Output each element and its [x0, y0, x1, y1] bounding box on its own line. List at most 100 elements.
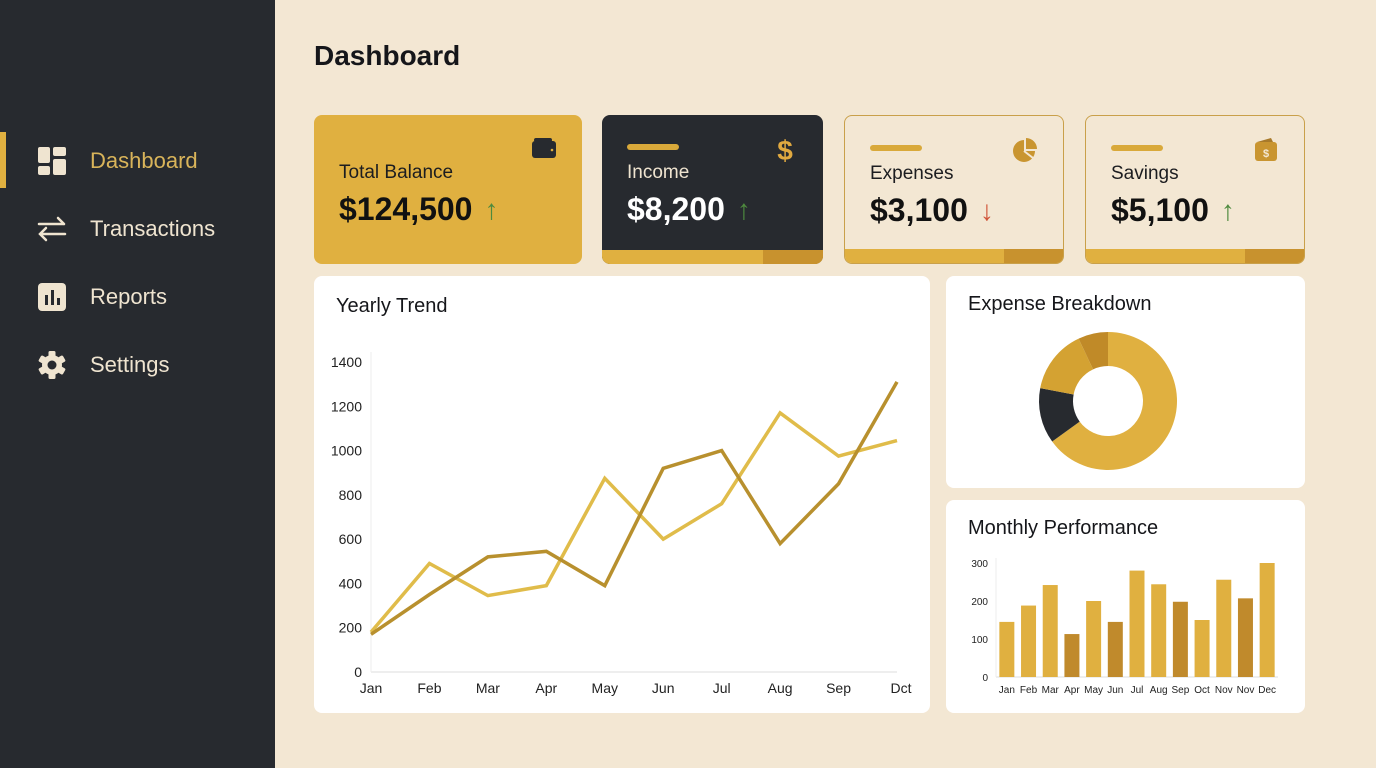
x-tick-label: Jul: [1131, 685, 1144, 696]
y-tick-label: 200: [339, 620, 363, 636]
monthly-performance-panel: Monthly Performance 0 100 200 300 Jan Feb Mar A…: [946, 500, 1305, 713]
pie-chart-icon: [1011, 136, 1039, 164]
x-tick-label: Dct: [891, 680, 912, 696]
x-tick-label: Sep: [1171, 685, 1189, 696]
arrow-up-icon: ↑: [1220, 194, 1235, 226]
sidebar-item-label: Reports: [90, 284, 168, 309]
x-tick-label: Jun: [652, 680, 675, 696]
donut-chart: [1039, 332, 1177, 470]
y-tick-label: 600: [339, 531, 363, 547]
swap-arrows-icon: [37, 214, 67, 244]
x-tick-label: Jan: [999, 685, 1015, 696]
x-tick-label: May: [592, 680, 618, 696]
line-series-2: [370, 381, 899, 636]
sidebar-item-transactions[interactable]: Transactions: [0, 204, 275, 254]
x-tick-label: Apr: [535, 680, 557, 696]
y-tick-label: 200: [971, 597, 988, 608]
sidebar-item-settings[interactable]: Settings: [0, 340, 275, 390]
money-wallet-icon: $: [1252, 136, 1280, 164]
sidebar-item-label: Transactions: [90, 216, 216, 241]
dashboard-grid-icon: [37, 146, 67, 176]
card-title: Total Balance: [339, 162, 454, 183]
bar: [1172, 601, 1188, 677]
panel-title: Monthly Performance: [968, 517, 1159, 539]
y-tick-label: 1000: [331, 443, 362, 459]
x-tick-label: Jun: [1107, 685, 1123, 696]
card-title: Income: [627, 162, 690, 183]
bar: [1129, 570, 1145, 677]
sidebar-item-dashboard[interactable]: Dashboard: [0, 136, 275, 186]
card-expenses[interactable]: Expenses $3,100 ↓: [844, 115, 1064, 264]
wallet-icon: [530, 135, 558, 163]
bar: [1042, 585, 1058, 677]
x-tick-label: Nov: [1215, 685, 1233, 696]
sidebar-item-label: Dashboard: [90, 148, 198, 173]
x-tick-label: Feb: [1020, 685, 1038, 696]
y-tick-label: 300: [971, 559, 988, 570]
x-tick-label: Mar: [1042, 685, 1060, 696]
card-footer-bar: [1086, 249, 1304, 263]
bar: [1216, 579, 1232, 677]
panel-title: Yearly Trend: [336, 295, 448, 317]
card-footer-bar: [845, 249, 1063, 263]
donut-slice: [1078, 332, 1108, 370]
bar: [1237, 598, 1253, 677]
x-tick-label: Jul: [713, 680, 731, 696]
x-tick-label: Jan: [360, 680, 383, 696]
card-title: Expenses: [870, 163, 954, 184]
y-tick-label: 1400: [331, 354, 362, 370]
x-tick-label: Sep: [826, 680, 851, 696]
card-title: Savings: [1111, 163, 1179, 184]
x-tick-label: Apr: [1064, 685, 1080, 696]
card-footer-bar: [602, 250, 823, 264]
x-tick-label: May: [1084, 685, 1103, 696]
dollar-icon: $: [777, 135, 793, 166]
gear-icon: [37, 350, 67, 380]
y-tick-label: 100: [971, 635, 988, 646]
y-tick-label: 0: [982, 673, 988, 684]
value-text: $124,500: [339, 191, 473, 227]
svg-text:$: $: [1263, 148, 1269, 160]
line-series-1: [369, 410, 898, 634]
sidebar: Dashboard Transactions Reports Settings: [0, 0, 275, 768]
card-total-balance[interactable]: Total Balance $124,500 ↑: [314, 115, 582, 264]
donut-slice: [1052, 332, 1177, 470]
donut-slice: [1040, 338, 1094, 395]
accent-dash: [627, 144, 679, 150]
bar-chart-icon: [37, 282, 67, 312]
yearly-trend-panel: Yearly Trend 0 200 400 600 800 1000 1200 1400 Ja…: [314, 276, 930, 713]
panel-title: Expense Breakdown: [968, 293, 1152, 315]
y-tick-label: 400: [339, 575, 363, 591]
card-value: $5,100 ↑: [1111, 192, 1235, 229]
x-tick-label: Mar: [476, 680, 500, 696]
donut-slice: [1039, 388, 1080, 442]
bar-chart: 0 100 200 300 Jan Feb Mar Apr May Jun Jul Aug Sep Oct…: [971, 558, 1278, 696]
x-tick-label: Dec: [1258, 685, 1276, 696]
value-text: $8,200: [627, 191, 725, 227]
arrow-down-icon: ↓: [979, 194, 994, 226]
sidebar-item-label: Settings: [90, 352, 170, 377]
bar: [1151, 584, 1167, 677]
line-chart: 0 200 400 600 800 1000 1200 1400 Jan Feb Mar Apr May…: [331, 352, 912, 696]
x-tick-label: Nov: [1237, 685, 1255, 696]
card-value: $8,200 ↑: [627, 191, 751, 228]
x-tick-label: Oct: [1194, 685, 1210, 696]
accent-dash: [1111, 145, 1163, 151]
arrow-up-icon: ↑: [484, 193, 499, 225]
bar: [1064, 634, 1080, 677]
bar: [1194, 620, 1210, 677]
arrow-up-icon: ↑: [736, 193, 751, 225]
bar: [1021, 605, 1037, 677]
bar: [1107, 621, 1123, 677]
expense-breakdown-panel: Expense Breakdown: [946, 276, 1305, 488]
card-value: $124,500 ↑: [339, 191, 498, 228]
accent-dash: [870, 145, 922, 151]
y-tick-label: 1200: [331, 398, 362, 414]
card-income[interactable]: $ Income $8,200 ↑: [602, 115, 823, 264]
x-tick-label: Feb: [417, 680, 441, 696]
page-title: Dashboard: [314, 40, 461, 71]
sidebar-item-reports[interactable]: Reports: [0, 272, 275, 322]
bar: [999, 621, 1015, 677]
x-tick-label: Aug: [1150, 685, 1168, 696]
card-savings[interactable]: $ Savings $5,100 ↑: [1085, 115, 1305, 264]
